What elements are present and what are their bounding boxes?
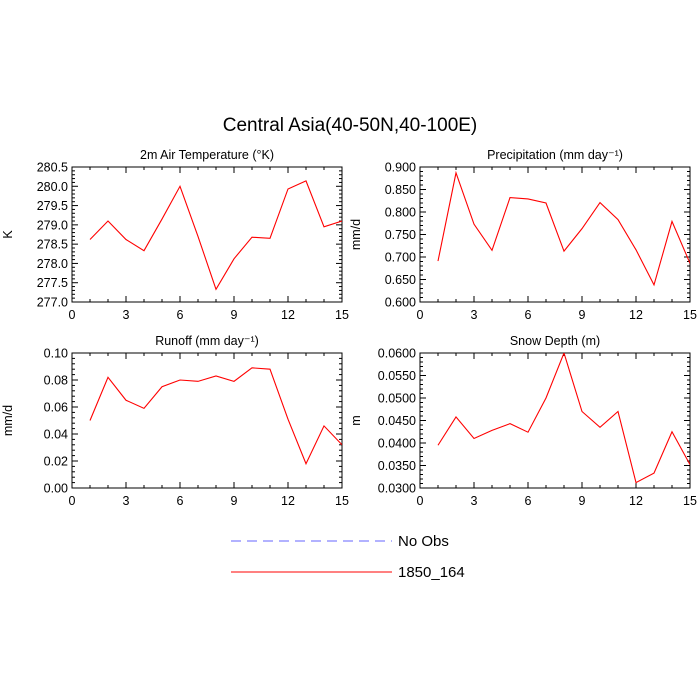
plot-frame <box>71 352 343 489</box>
y-tick-label: 0.0400 <box>378 437 416 451</box>
series-line <box>89 180 342 291</box>
y-tick-label: 0.0550 <box>378 369 416 383</box>
legend: No Obs 1850_164 <box>231 533 465 581</box>
legend-label: 1850_164 <box>398 564 465 581</box>
y-tick-label: 0.800 <box>385 206 416 220</box>
y-tick-label: 0.0350 <box>378 459 416 473</box>
y-tick-label: 0.600 <box>385 296 416 310</box>
y-tick-label: 0.0450 <box>378 414 416 428</box>
y-tick-label: 0.850 <box>385 183 416 197</box>
series-line <box>437 353 690 484</box>
y-tick-label: 280.0 <box>37 180 68 194</box>
y-tick-label: 0.650 <box>385 273 416 287</box>
series-line <box>437 170 690 287</box>
y-tick-label: 277.0 <box>37 296 68 310</box>
y-tick-label: 0.700 <box>385 251 416 265</box>
y-axis-label: mm/d <box>1 405 15 436</box>
chart-panels: 2m Air Temperature (°K) 277.0 277.5 278.0 27… <box>1 148 697 508</box>
series-line <box>89 367 342 466</box>
y-axis-label: mm/d <box>349 219 363 250</box>
y-tick-label: 279.0 <box>37 218 68 232</box>
x-tick-label: 6 <box>177 494 184 508</box>
y-tick-label: 0.10 <box>44 347 68 361</box>
x-tick-label: 15 <box>335 308 349 322</box>
plot-frame <box>419 352 691 489</box>
x-tick-label: 0 <box>69 494 76 508</box>
y-axis-label: m <box>349 415 363 425</box>
chart-panel: Runoff (mm day⁻¹) 0.00 0.02 0.04 0.06 0.08 0.1… <box>1 334 349 508</box>
y-tick-label: 0.0600 <box>378 347 416 361</box>
y-tick-label: 280.5 <box>37 161 68 175</box>
y-tick-label: 277.5 <box>37 276 68 290</box>
x-tick-label: 3 <box>471 494 478 508</box>
chart-title: 2m Air Temperature (°K) <box>140 148 274 162</box>
y-tick-label: 279.5 <box>37 199 68 213</box>
y-tick-label: 0.04 <box>44 428 68 442</box>
figure-title: Central Asia(40-50N,40-100E) <box>223 115 478 136</box>
x-tick-label: 15 <box>335 494 349 508</box>
chart-title: Runoff (mm day⁻¹) <box>155 334 259 348</box>
y-tick-label: 0.900 <box>385 161 416 175</box>
x-tick-label: 6 <box>525 308 532 322</box>
y-tick-label: 0.750 <box>385 228 416 242</box>
x-tick-label: 9 <box>231 308 238 322</box>
chart-panel: Snow Depth (m) 0.0300 0.0350 0.0400 0.0450 0.… <box>349 334 697 508</box>
x-tick-label: 9 <box>231 494 238 508</box>
y-tick-label: 0.00 <box>44 482 68 496</box>
y-axis-label: K <box>1 230 15 239</box>
x-tick-label: 12 <box>629 308 643 322</box>
x-tick-label: 3 <box>123 494 130 508</box>
y-tick-label: 0.0500 <box>378 392 416 406</box>
x-tick-label: 15 <box>683 494 697 508</box>
x-tick-label: 0 <box>69 308 76 322</box>
x-tick-label: 3 <box>471 308 478 322</box>
x-tick-label: 0 <box>417 494 424 508</box>
y-tick-label: 0.08 <box>44 374 68 388</box>
x-tick-label: 15 <box>683 308 697 322</box>
chart-title: Precipitation (mm day⁻¹) <box>487 148 623 162</box>
y-tick-label: 0.0300 <box>378 482 416 496</box>
plot-frame <box>71 166 343 303</box>
x-tick-label: 9 <box>579 494 586 508</box>
x-tick-label: 12 <box>629 494 643 508</box>
x-tick-label: 12 <box>281 494 295 508</box>
y-tick-label: 278.5 <box>37 238 68 252</box>
y-tick-label: 278.0 <box>37 257 68 271</box>
x-tick-label: 6 <box>177 308 184 322</box>
x-tick-label: 6 <box>525 494 532 508</box>
x-tick-label: 0 <box>417 308 424 322</box>
x-tick-label: 9 <box>579 308 586 322</box>
y-tick-label: 0.06 <box>44 401 68 415</box>
x-tick-label: 3 <box>123 308 130 322</box>
chart-title: Snow Depth (m) <box>510 334 600 348</box>
chart-panel: Precipitation (mm day⁻¹) 0.600 0.650 0.700 0… <box>349 148 697 322</box>
y-tick-label: 0.02 <box>44 455 68 469</box>
chart-panel: 2m Air Temperature (°K) 277.0 277.5 278.0 27… <box>1 148 349 322</box>
legend-label: No Obs <box>398 533 449 550</box>
x-tick-label: 12 <box>281 308 295 322</box>
